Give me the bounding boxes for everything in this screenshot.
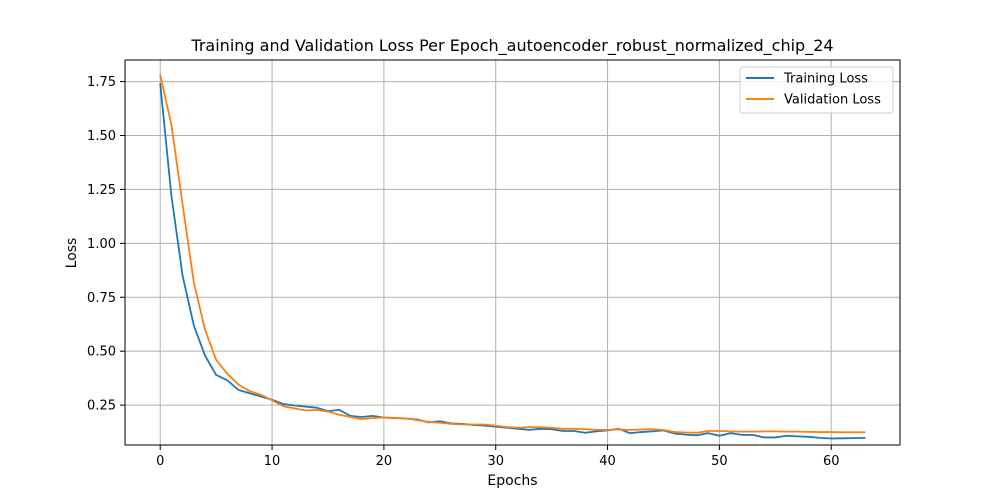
plot-frame — [124, 59, 901, 446]
grid-lines — [125, 60, 900, 445]
series-lines — [159, 74, 866, 440]
legend-label: Training Loss — [783, 72, 868, 87]
x-tick-label: 30 — [487, 454, 504, 469]
x-tick-label: 10 — [264, 454, 281, 469]
y-tick-label: 1.00 — [87, 237, 116, 252]
y-axis-label: Loss — [64, 238, 80, 269]
x-tick-label: 50 — [711, 454, 728, 469]
x-tick-label: 20 — [376, 454, 393, 469]
y-axis-ticks: 0.25 0.50 0.75 1.00 1.25 1.50 1.75 — [87, 75, 125, 414]
y-tick-label: 0.25 — [87, 399, 116, 414]
y-tick-label: 0.50 — [87, 345, 116, 360]
legend-box — [739, 66, 894, 114]
series-line-validation-loss — [159, 74, 866, 434]
x-tick-label: 40 — [599, 454, 616, 469]
x-tick-label: 0 — [156, 454, 164, 469]
x-tick-label: 60 — [823, 454, 840, 469]
y-tick-label: 0.75 — [87, 291, 116, 306]
legend: Training Loss Validation Loss — [739, 66, 894, 114]
x-axis-ticks: 0 10 20 30 40 50 60 — [156, 445, 839, 469]
legend-label: Validation Loss — [784, 93, 881, 108]
chart-title: Training and Validation Loss Per Epoch_a… — [190, 36, 833, 56]
y-tick-label: 1.75 — [87, 75, 116, 90]
y-tick-label: 1.50 — [87, 129, 116, 144]
y-tick-label: 1.25 — [87, 183, 116, 198]
x-axis-label: Epochs — [487, 473, 537, 489]
